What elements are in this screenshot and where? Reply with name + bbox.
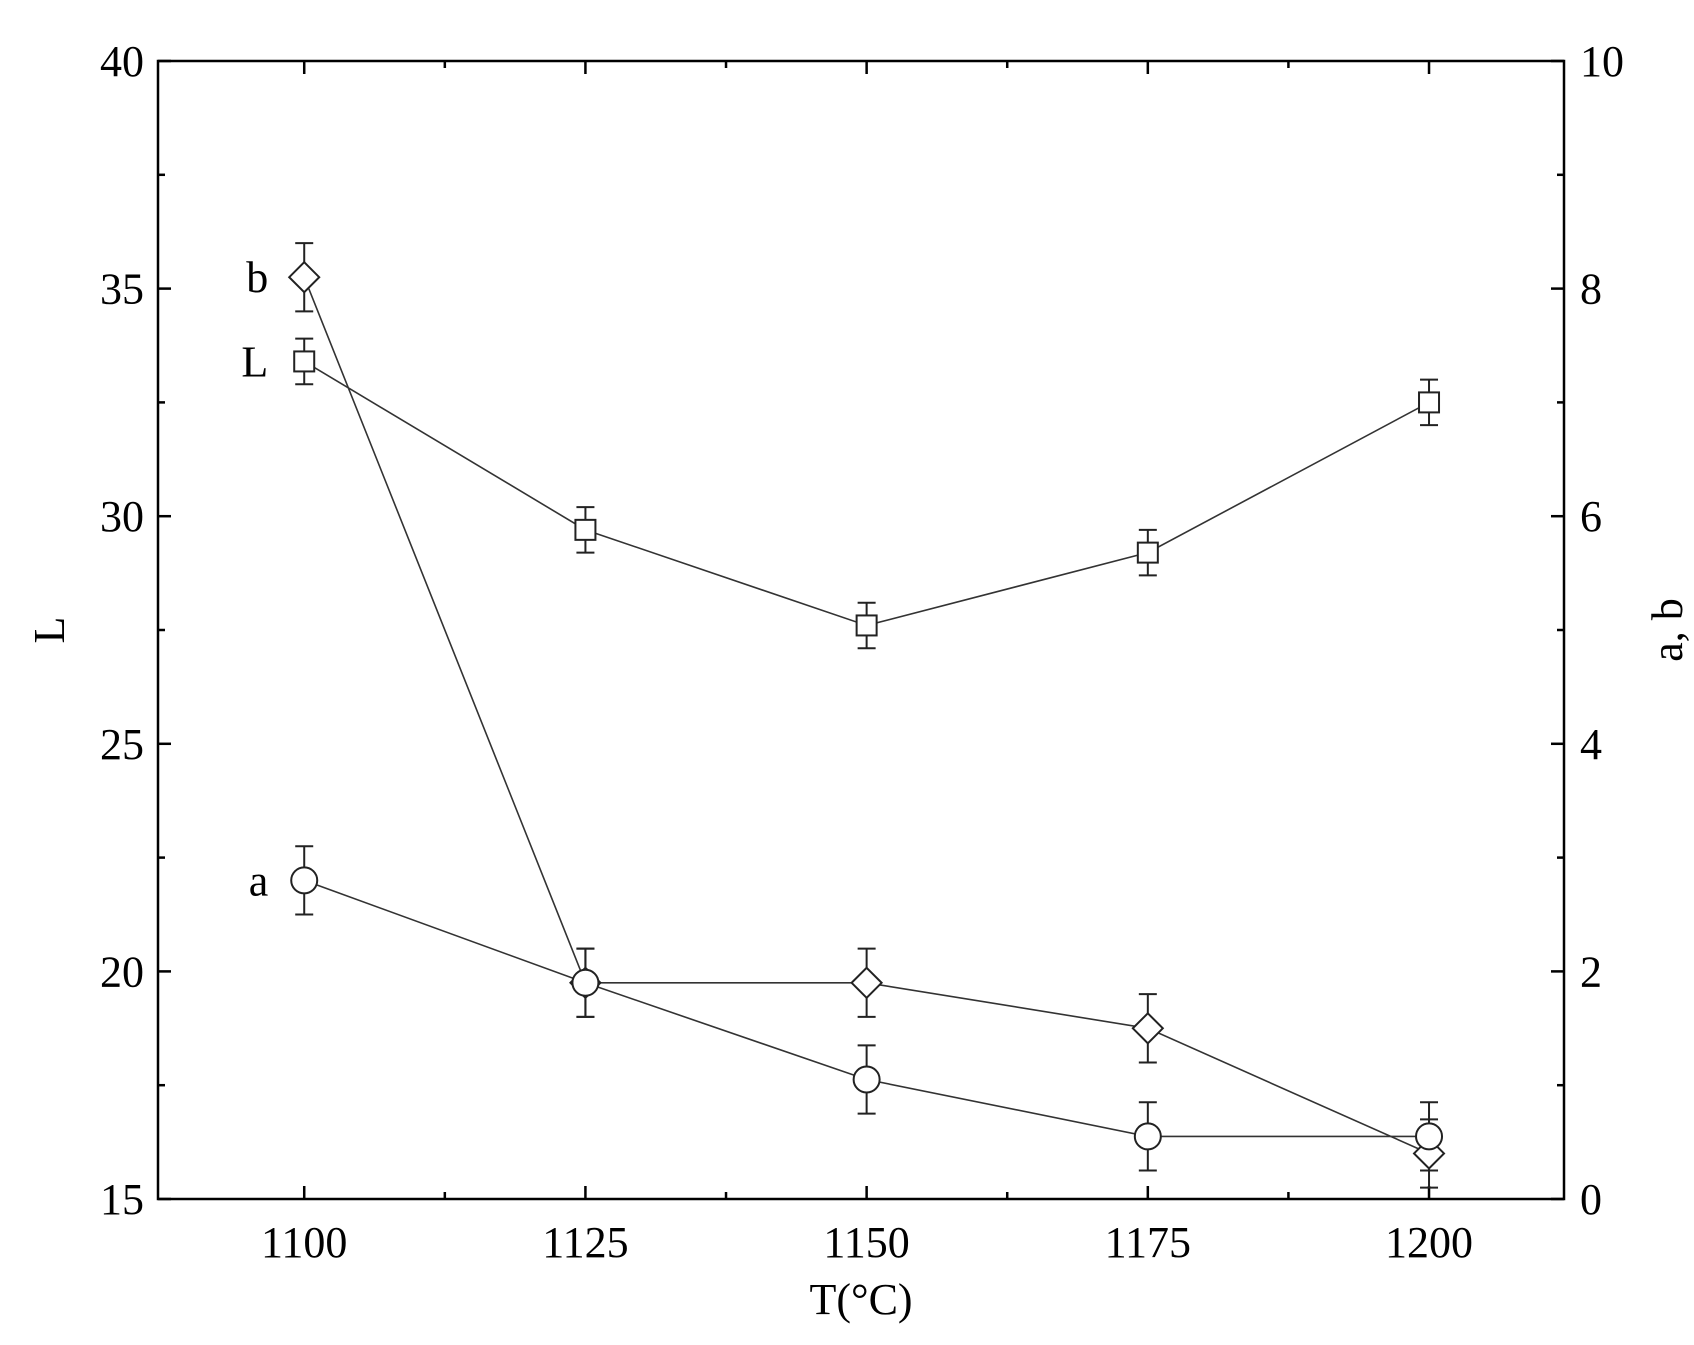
marker-square-L <box>293 350 316 373</box>
marker-circle-a <box>1133 1122 1162 1151</box>
axis-ticks <box>158 59 1564 1201</box>
marker-square-L <box>574 518 597 541</box>
marker-square-L <box>855 614 878 637</box>
y-right-tick-label: 10 <box>1580 37 1624 86</box>
series-label-L: L <box>241 337 268 386</box>
y-left-tick-label: 35 <box>100 265 144 314</box>
series-label-a: a <box>249 856 269 905</box>
y-right-axis-title: a, b <box>1643 598 1692 662</box>
data-markers <box>287 260 1446 1170</box>
marker-diamond-b <box>1131 1011 1165 1045</box>
y-left-tick-label: 30 <box>100 492 144 541</box>
y-right-tick-label: 8 <box>1580 265 1602 314</box>
marker-square-L <box>1418 391 1441 414</box>
marker-circle-a <box>571 968 600 997</box>
marker-circle-a <box>852 1065 881 1094</box>
axis-tick-labels: 1100 1125 1150 1175 1200 15 20 25 30 35 40 0 2 4 6 8 10 <box>100 37 1624 1267</box>
x-tick-label: 1150 <box>823 1218 909 1267</box>
y-right-tick-label: 4 <box>1580 720 1602 769</box>
y-right-tick-label: 6 <box>1580 492 1602 541</box>
marker-circle-a <box>1415 1122 1444 1151</box>
y-left-tick-label: 40 <box>100 37 144 86</box>
y-left-axis-title: L <box>25 617 74 644</box>
y-left-tick-label: 25 <box>100 720 144 769</box>
x-tick-label: 1125 <box>542 1218 628 1267</box>
x-tick-label: 1200 <box>1385 1218 1473 1267</box>
x-tick-label: 1100 <box>261 1218 347 1267</box>
y-right-tick-label: 2 <box>1580 947 1602 996</box>
y-right-tick-label: 0 <box>1580 1175 1602 1224</box>
marker-diamond-b <box>287 260 321 294</box>
marker-diamond-b <box>850 966 884 1000</box>
series-lines <box>303 276 1430 1155</box>
x-axis-title: T(°C) <box>809 1275 912 1324</box>
series-label-b: b <box>246 253 268 302</box>
y-left-tick-label: 20 <box>100 947 144 996</box>
x-tick-label: 1175 <box>1105 1218 1191 1267</box>
marker-square-L <box>1136 541 1159 564</box>
y-left-tick-label: 15 <box>100 1175 144 1224</box>
series-labels: Lb a <box>241 253 268 905</box>
error-bars <box>295 242 1439 1189</box>
marker-circle-a <box>290 866 319 895</box>
series-line-b <box>303 276 1430 1155</box>
series-line-L <box>303 360 1430 627</box>
